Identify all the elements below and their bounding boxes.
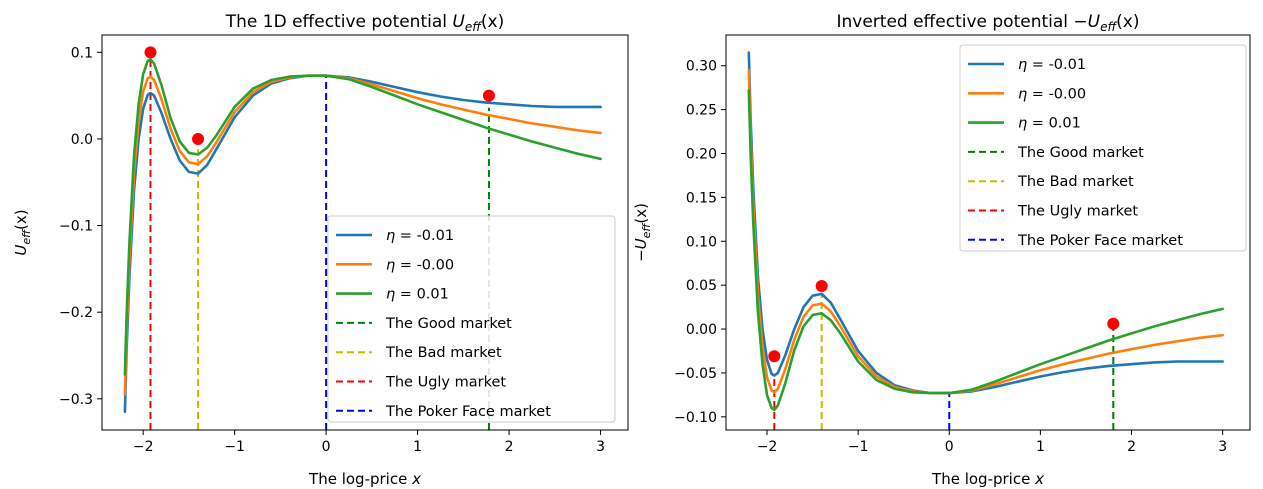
x-tick-label: 0: [945, 439, 954, 455]
axes-frame: [725, 34, 1251, 431]
x-tick-label: 0: [322, 439, 331, 455]
legend-box: [959, 44, 1247, 252]
y-tick-label: −0.3: [59, 392, 93, 408]
chart-title-text: The 1D effective potential: [225, 12, 453, 32]
series-line-1: [123, 74, 602, 414]
x-tick-label: 1: [1036, 439, 1045, 455]
x-tick-label: 3: [596, 439, 605, 455]
y-tick-label: 0.0: [71, 132, 93, 148]
x-tick-label: −1: [848, 439, 869, 455]
y-axis-label: Ueff(x): [12, 209, 33, 255]
legend-entry-vline-1: The Good market: [385, 316, 512, 332]
y-axis-label: −Ueff(x): [632, 203, 653, 262]
legend-entry-series-2: η = -0.00: [1018, 86, 1086, 102]
series-line-1: [747, 51, 1224, 395]
legend-entry-vline-3: The Ugly market: [385, 375, 506, 391]
x-tick-label: 2: [1127, 439, 1136, 455]
chart-title: The 1D effective potential Ueff(x): [225, 12, 504, 34]
x-axis-label: The log-price x: [931, 470, 1044, 488]
series-line-3: [747, 89, 1224, 412]
series-line-2: [747, 68, 1224, 395]
plot-area: [123, 46, 602, 430]
y-tick-label: 0.20: [686, 147, 717, 163]
legend-entry-series-2: η = -0.00: [386, 257, 454, 273]
chart-title: Inverted effective potential −Ueff(x): [836, 12, 1139, 34]
y-tick-label: 0.1: [71, 45, 93, 61]
chart-title-suffix: (x): [481, 12, 504, 32]
y-tick-label: 0.25: [686, 103, 717, 119]
legend-entry-series-1: η = -0.01: [386, 228, 454, 244]
marker-point-2: [815, 280, 828, 293]
plot-area: [747, 51, 1224, 430]
chart-title-text: Inverted effective potential −: [836, 12, 1087, 32]
legend: η = -0.01 η = -0.00 η = 0.01 The Good marke…: [327, 215, 616, 423]
chart-title-subscript: eff: [1100, 20, 1117, 34]
chart-title-subscript: eff: [465, 20, 482, 34]
legend-entry-series-1: η = -0.01: [1018, 57, 1086, 73]
legend-entry-vline-1: The Good market: [1017, 145, 1144, 161]
y-tick-label: −0.1: [59, 219, 93, 235]
legend-entry-vline-4: The Poker Face market: [385, 404, 551, 420]
legend-box: [327, 215, 616, 423]
x-tick-label: −1: [224, 439, 245, 455]
chart-panel-1: The 1D effective potential Ueff(x) −2 −1 0 1…: [12, 12, 629, 488]
x-axis-label: The log-price x: [308, 470, 421, 488]
y-tick-label: −0.05: [674, 366, 717, 382]
legend-entry-vline-3: The Ugly market: [1017, 204, 1138, 220]
marker-point-3: [1107, 317, 1120, 330]
series-line-2: [123, 74, 602, 396]
y-tick-label: 0.05: [686, 278, 717, 294]
x-tick-label: −2: [133, 439, 154, 455]
x-tick-label: 3: [1218, 439, 1227, 455]
chart-title-suffix: (x): [1116, 12, 1139, 32]
legend: η = -0.01 η = -0.00 η = 0.01 The Good marke…: [959, 44, 1247, 252]
legend-entry-series-3: η = 0.01: [386, 287, 449, 303]
y-tick-label: −0.10: [674, 410, 717, 426]
x-tick-label: 2: [505, 439, 514, 455]
series-line-3: [123, 57, 602, 376]
y-tick-label: 0.30: [686, 59, 717, 75]
chart-panel-2: Inverted effective potential −Ueff(x) −2 −…: [632, 12, 1251, 488]
legend-entry-vline-2: The Bad market: [385, 345, 502, 361]
legend-entry-vline-4: The Poker Face market: [1017, 233, 1183, 249]
y-tick-label: 0.15: [686, 190, 717, 206]
marker-point-3: [482, 89, 495, 102]
y-tick-label: 0.10: [686, 234, 717, 250]
y-tick-label: −0.2: [59, 305, 93, 321]
x-tick-label: 1: [413, 439, 422, 455]
marker-point-1: [768, 350, 781, 363]
marker-point-1: [144, 46, 157, 59]
legend-entry-series-3: η = 0.01: [1018, 116, 1081, 132]
y-tick-label: 0.00: [686, 322, 717, 338]
chart-title-symbol: U: [452, 12, 465, 32]
marker-point-2: [192, 132, 205, 145]
chart-title-symbol: U: [1088, 12, 1101, 32]
axes-frame: [101, 34, 629, 431]
legend-entry-vline-2: The Bad market: [1017, 174, 1134, 190]
x-tick-label: −2: [757, 439, 778, 455]
